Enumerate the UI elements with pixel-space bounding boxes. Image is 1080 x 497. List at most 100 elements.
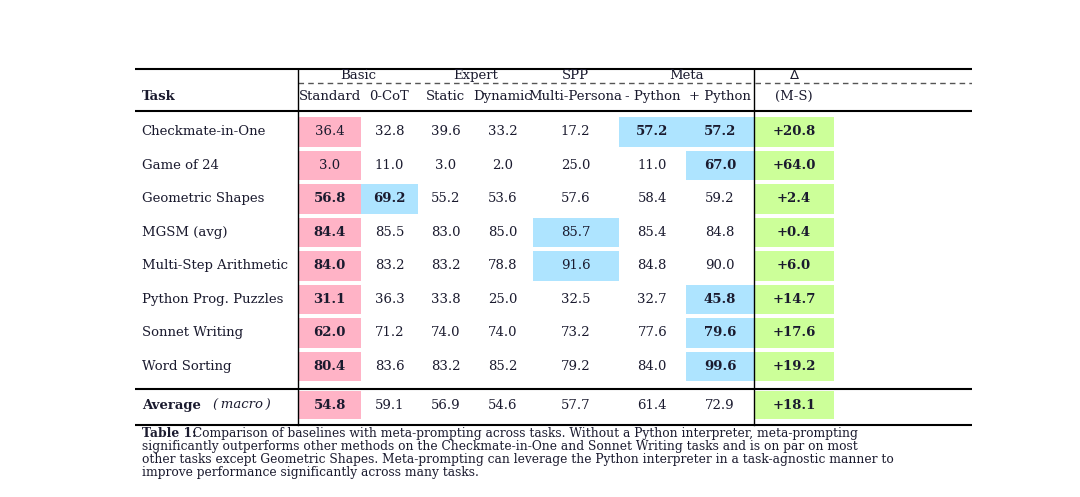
Text: 59.2: 59.2 xyxy=(705,192,734,205)
Text: Static: Static xyxy=(426,90,465,103)
Bar xyxy=(298,218,361,247)
Text: 84.0: 84.0 xyxy=(313,259,346,272)
Text: Word Sorting: Word Sorting xyxy=(141,360,231,373)
Bar xyxy=(298,184,361,214)
Text: +0.4: +0.4 xyxy=(778,226,811,239)
Text: 78.8: 78.8 xyxy=(488,259,517,272)
Text: +2.4: +2.4 xyxy=(777,192,811,205)
Bar xyxy=(754,218,834,247)
Text: improve performance significantly across many tasks.: improve performance significantly across… xyxy=(141,466,478,479)
Text: (M-S): (M-S) xyxy=(775,90,813,103)
Text: 45.8: 45.8 xyxy=(704,293,737,306)
Text: 56.9: 56.9 xyxy=(431,399,460,412)
Text: 32.8: 32.8 xyxy=(375,125,404,138)
Bar xyxy=(686,318,754,347)
Text: 91.6: 91.6 xyxy=(561,259,591,272)
Bar xyxy=(298,151,361,180)
Text: Multi-Persona: Multi-Persona xyxy=(529,90,623,103)
Bar xyxy=(686,117,754,147)
Text: 25.0: 25.0 xyxy=(488,293,517,306)
Text: 57.2: 57.2 xyxy=(704,125,737,138)
Text: ( macro ): ( macro ) xyxy=(213,399,271,412)
Text: 2.0: 2.0 xyxy=(492,159,513,172)
Text: 85.5: 85.5 xyxy=(375,226,404,239)
Text: 54.8: 54.8 xyxy=(313,399,346,412)
Text: 32.5: 32.5 xyxy=(561,293,591,306)
Text: 55.2: 55.2 xyxy=(431,192,460,205)
Bar xyxy=(686,285,754,314)
Bar xyxy=(754,351,834,381)
Bar xyxy=(686,151,754,180)
Text: 84.4: 84.4 xyxy=(313,226,346,239)
Text: - Python: - Python xyxy=(624,90,680,103)
Text: 83.2: 83.2 xyxy=(375,259,404,272)
Text: 32.7: 32.7 xyxy=(637,293,667,306)
Text: 3.0: 3.0 xyxy=(319,159,340,172)
Text: 85.0: 85.0 xyxy=(488,226,517,239)
Text: 25.0: 25.0 xyxy=(561,159,591,172)
Text: Basic: Basic xyxy=(340,70,376,83)
Bar xyxy=(754,285,834,314)
Text: 0-CoT: 0-CoT xyxy=(369,90,409,103)
Text: MGSM (avg): MGSM (avg) xyxy=(141,226,227,239)
Text: Checkmate-in-One: Checkmate-in-One xyxy=(141,125,266,138)
Text: Comparison of baselines with meta-prompting across tasks. Without a Python inter: Comparison of baselines with meta-prompt… xyxy=(189,427,858,440)
Text: 85.2: 85.2 xyxy=(488,360,517,373)
Text: 83.0: 83.0 xyxy=(431,226,460,239)
Text: 74.0: 74.0 xyxy=(431,327,460,339)
Bar xyxy=(298,117,361,147)
Text: +6.0: +6.0 xyxy=(778,259,811,272)
Bar xyxy=(532,218,619,247)
Text: 73.2: 73.2 xyxy=(561,327,591,339)
Text: +20.8: +20.8 xyxy=(772,125,815,138)
Text: 3.0: 3.0 xyxy=(435,159,456,172)
Text: 84.8: 84.8 xyxy=(705,226,734,239)
Bar xyxy=(754,318,834,347)
Text: other tasks except Geometric Shapes. Meta-prompting can leverage the Python inte: other tasks except Geometric Shapes. Met… xyxy=(141,453,893,466)
Text: 79.2: 79.2 xyxy=(561,360,591,373)
Text: 56.8: 56.8 xyxy=(313,192,346,205)
Text: Meta: Meta xyxy=(670,70,704,83)
Bar xyxy=(754,151,834,180)
Bar xyxy=(298,391,361,419)
Text: Game of 24: Game of 24 xyxy=(141,159,218,172)
Text: 79.6: 79.6 xyxy=(704,327,737,339)
Text: 17.2: 17.2 xyxy=(561,125,591,138)
Text: Multi-Step Arithmetic: Multi-Step Arithmetic xyxy=(141,259,287,272)
Text: 53.6: 53.6 xyxy=(488,192,517,205)
Text: + Python: + Python xyxy=(689,90,751,103)
Bar xyxy=(754,391,834,419)
Text: 57.6: 57.6 xyxy=(561,192,591,205)
Bar xyxy=(619,117,686,147)
Text: Sonnet Writing: Sonnet Writing xyxy=(141,327,243,339)
Text: 83.2: 83.2 xyxy=(431,360,460,373)
Text: Task: Task xyxy=(141,90,175,103)
Text: 62.0: 62.0 xyxy=(313,327,346,339)
Text: 58.4: 58.4 xyxy=(637,192,667,205)
Text: significantly outperforms other methods on the Checkmate-in-One and Sonnet Writi: significantly outperforms other methods … xyxy=(141,440,858,453)
Text: 84.8: 84.8 xyxy=(637,259,667,272)
Text: 99.6: 99.6 xyxy=(704,360,737,373)
Text: 83.6: 83.6 xyxy=(375,360,404,373)
Text: Python Prog. Puzzles: Python Prog. Puzzles xyxy=(141,293,283,306)
Text: 57.7: 57.7 xyxy=(561,399,591,412)
Text: 57.2: 57.2 xyxy=(636,125,669,138)
Text: 69.2: 69.2 xyxy=(374,192,406,205)
Text: $\Delta$: $\Delta$ xyxy=(788,70,799,83)
Bar xyxy=(754,117,834,147)
Text: 71.2: 71.2 xyxy=(375,327,404,339)
Bar xyxy=(361,184,418,214)
Text: 36.3: 36.3 xyxy=(375,293,404,306)
Text: Standard: Standard xyxy=(298,90,361,103)
Text: 83.2: 83.2 xyxy=(431,259,460,272)
Text: +14.7: +14.7 xyxy=(772,293,815,306)
Text: 33.2: 33.2 xyxy=(488,125,517,138)
Text: Expert: Expert xyxy=(453,70,498,83)
Text: 90.0: 90.0 xyxy=(705,259,734,272)
Bar xyxy=(754,184,834,214)
Text: 11.0: 11.0 xyxy=(637,159,667,172)
Text: 59.1: 59.1 xyxy=(375,399,404,412)
Text: 36.4: 36.4 xyxy=(314,125,345,138)
Text: Table 1:: Table 1: xyxy=(141,427,197,440)
Text: 67.0: 67.0 xyxy=(704,159,737,172)
